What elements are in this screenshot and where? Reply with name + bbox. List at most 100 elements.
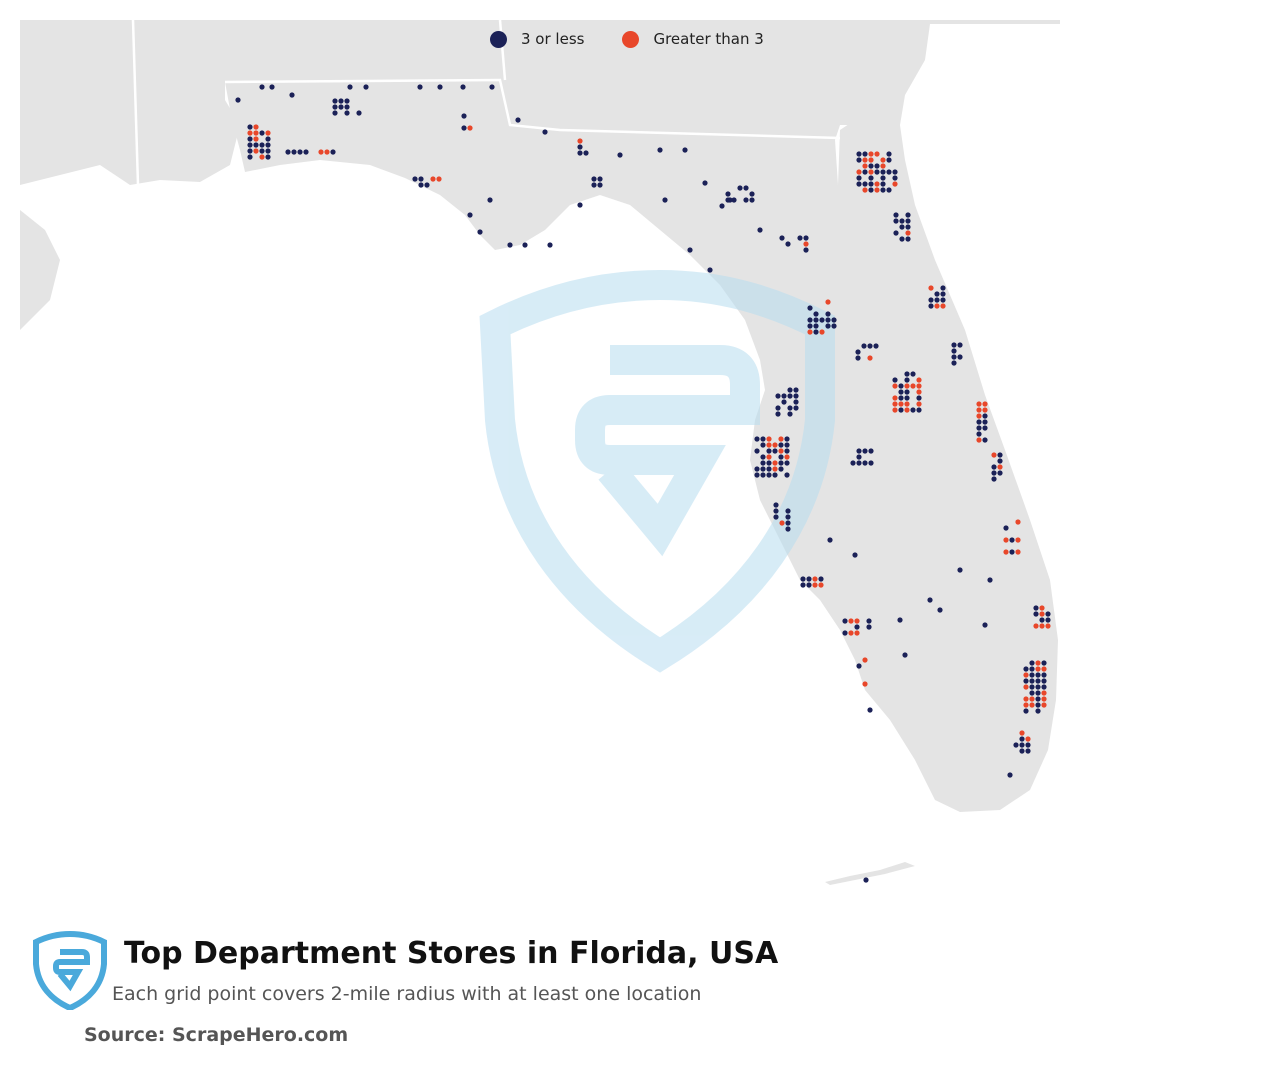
grid-point <box>253 136 259 142</box>
grid-point <box>1041 684 1047 690</box>
grid-point <box>487 197 493 203</box>
grid-point <box>247 148 253 154</box>
grid-point <box>297 149 303 155</box>
grid-point <box>332 104 338 110</box>
grid-point <box>916 389 922 395</box>
grid-point <box>904 371 910 377</box>
grid-point <box>289 92 295 98</box>
grid-point <box>760 466 766 472</box>
grid-point <box>1007 772 1013 778</box>
grid-point <box>868 181 874 187</box>
grid-point <box>855 355 861 361</box>
grid-point <box>778 454 784 460</box>
grid-point <box>754 466 760 472</box>
grid-point <box>749 197 755 203</box>
grid-point <box>793 387 799 393</box>
grid-point <box>1003 537 1009 543</box>
grid-point <box>856 454 862 460</box>
grid-point <box>813 329 819 335</box>
grid-point <box>743 185 749 191</box>
grid-point <box>855 349 861 355</box>
grid-point <box>522 242 528 248</box>
grid-point <box>773 514 779 520</box>
map-subtitle: Each grid point covers 2-mile radius wit… <box>112 983 702 1005</box>
grid-point <box>784 472 790 478</box>
grid-point <box>757 227 763 233</box>
grid-point <box>347 84 353 90</box>
grid-point <box>868 151 874 157</box>
grid-point <box>787 411 793 417</box>
grid-point <box>1029 690 1035 696</box>
grid-point <box>1029 678 1035 684</box>
grid-point <box>819 329 825 335</box>
grid-point <box>856 448 862 454</box>
grid-point <box>775 393 781 399</box>
grid-point <box>1033 623 1039 629</box>
grid-point <box>976 425 982 431</box>
grid-point <box>303 149 309 155</box>
grid-point <box>880 181 886 187</box>
grid-point <box>862 151 868 157</box>
grid-point <box>874 169 880 175</box>
grid-point <box>1035 696 1041 702</box>
grid-point <box>778 436 784 442</box>
grid-point <box>707 267 713 273</box>
grid-point <box>866 624 872 630</box>
grid-point <box>766 460 772 466</box>
grid-point <box>344 110 350 116</box>
grid-point <box>781 399 787 405</box>
grid-point <box>886 151 892 157</box>
grid-point <box>868 157 874 163</box>
grid-point <box>897 617 903 623</box>
grid-point <box>412 176 418 182</box>
grid-point <box>905 218 911 224</box>
grid-point <box>893 230 899 236</box>
grid-point <box>766 448 772 454</box>
grid-point <box>1023 702 1029 708</box>
grid-point <box>910 407 916 413</box>
grid-point <box>247 142 253 148</box>
grid-point <box>760 436 766 442</box>
legend: 3 or less Greater than 3 <box>490 30 802 48</box>
grid-point <box>892 175 898 181</box>
grid-point <box>731 197 737 203</box>
grid-point <box>285 149 291 155</box>
grid-point <box>982 622 988 628</box>
grid-point <box>591 176 597 182</box>
grid-point <box>812 576 818 582</box>
grid-point <box>1035 666 1041 672</box>
grid-point <box>247 124 253 130</box>
grid-point <box>489 84 495 90</box>
grid-point <box>662 197 668 203</box>
grid-point <box>773 508 779 514</box>
grid-point <box>842 630 848 636</box>
grid-point <box>1039 611 1045 617</box>
grid-point <box>259 148 265 154</box>
grid-point <box>787 393 793 399</box>
grid-point <box>1041 690 1047 696</box>
grid-point <box>886 187 892 193</box>
grid-point <box>330 149 336 155</box>
grid-point <box>743 197 749 203</box>
grid-point <box>785 520 791 526</box>
grid-point <box>363 84 369 90</box>
grid-point <box>265 148 271 154</box>
grid-point <box>982 437 988 443</box>
grid-point <box>904 377 910 383</box>
grid-point <box>825 317 831 323</box>
grid-point <box>927 597 933 603</box>
grid-point <box>1019 730 1025 736</box>
grid-point <box>1029 660 1035 666</box>
grid-point <box>987 577 993 583</box>
grid-point <box>784 448 790 454</box>
grid-point <box>957 342 963 348</box>
map-title: Top Department Stores in Florida, USA <box>124 936 779 971</box>
grid-point <box>247 136 253 142</box>
grid-point <box>1015 537 1021 543</box>
grid-point <box>880 163 886 169</box>
grid-point <box>766 466 772 472</box>
grid-point <box>1039 605 1045 611</box>
grid-point <box>1029 666 1035 672</box>
grid-point <box>259 130 265 136</box>
grid-point <box>916 401 922 407</box>
